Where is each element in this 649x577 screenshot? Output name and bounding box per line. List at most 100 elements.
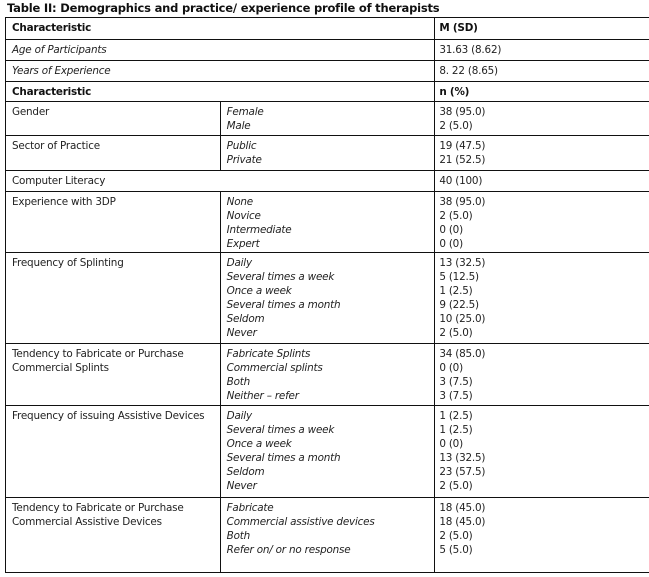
category-cell: Public Private bbox=[219, 135, 436, 171]
category-label: Female bbox=[226, 106, 264, 118]
value-label: 1 (2.5) bbox=[439, 410, 473, 422]
group-label: Frequency of Splinting bbox=[5, 252, 221, 344]
table-row-group: Experience with 3DP None Novice Intermediat… bbox=[5, 191, 649, 253]
value-label: 2 (5.0) bbox=[439, 120, 473, 132]
group-label: Tendency to Fabricate or Purchase Commer… bbox=[5, 497, 221, 573]
header-row-count: Characteristic n (%) bbox=[4, 81, 649, 102]
group-label: Experience with 3DP bbox=[5, 191, 221, 253]
value-cell: 13 (32.5) 5 (12.5) 1 (2.5) 9 (22.5) 10 (25.0… bbox=[434, 252, 649, 344]
table-row-experience-years: Years of Experience 8. 22 (8.65) bbox=[4, 60, 649, 82]
category-label: Fabricate bbox=[226, 502, 274, 514]
category-label: Male bbox=[226, 120, 251, 132]
value-label: 40 (100) bbox=[439, 175, 483, 187]
category-label: Refer on/ or no response bbox=[226, 544, 351, 556]
value-label: 2 (5.0) bbox=[439, 210, 473, 222]
value-cell: 1 (2.5) 1 (2.5) 0 (0) 13 (32.5) 23 (57.5) 2 (… bbox=[434, 405, 649, 498]
category-label: Daily bbox=[226, 410, 252, 422]
value-label: 2 (5.0) bbox=[439, 480, 473, 492]
category-label: Several times a week bbox=[226, 424, 335, 436]
value-label: 9 (22.5) bbox=[439, 299, 479, 311]
group-label: Sector of Practice bbox=[5, 135, 221, 171]
category-label: Daily bbox=[226, 257, 252, 269]
category-label: Never bbox=[226, 327, 257, 339]
category-label: Commercial assistive devices bbox=[226, 516, 375, 528]
group-label: Frequency of issuing Assistive Devices bbox=[5, 405, 221, 498]
value-label: 18 (45.0) bbox=[439, 516, 486, 528]
value-label: 0 (0) bbox=[439, 238, 463, 250]
value-label: 10 (25.0) bbox=[439, 313, 486, 325]
table-row-group: Sector of Practice Public Private 19 (47.5)… bbox=[5, 135, 649, 171]
table-row-group: Tendency to Fabricate or Purchase Commer… bbox=[5, 497, 649, 573]
value-label: 38 (95.0) bbox=[439, 106, 486, 118]
value-label: 2 (5.0) bbox=[439, 327, 473, 339]
value-cell: 38 (95.0) 2 (5.0) bbox=[434, 101, 649, 136]
value-label: 3 (7.5) bbox=[439, 390, 473, 402]
category-label: Once a week bbox=[226, 285, 292, 297]
category-label: Seldom bbox=[226, 466, 265, 478]
value-label: 0 (0) bbox=[439, 362, 463, 374]
header-n-percent: n (%) bbox=[434, 81, 649, 102]
value-label: 2 (5.0) bbox=[439, 530, 473, 542]
value-label: 1 (2.5) bbox=[439, 285, 473, 297]
category-label: Novice bbox=[226, 210, 261, 222]
category-label: Several times a month bbox=[226, 452, 341, 464]
category-label: Neither – refer bbox=[226, 390, 299, 402]
category-label: Commercial splints bbox=[226, 362, 323, 374]
value-label: 1 (2.5) bbox=[439, 424, 473, 436]
category-cell: None Novice Intermediate Expert bbox=[219, 191, 436, 253]
value-label: 18 (45.0) bbox=[439, 502, 486, 514]
category-label: Fabricate Splints bbox=[226, 348, 311, 360]
row-value: 31.63 (8.62) bbox=[434, 39, 649, 61]
group-label: Computer Literacy bbox=[4, 170, 436, 192]
category-cell: Female Male bbox=[219, 101, 436, 136]
value-cell: 19 (47.5) 21 (52.5) bbox=[434, 135, 649, 171]
category-label: None bbox=[226, 196, 254, 208]
table-row-group: Frequency of Splinting Daily Several times… bbox=[5, 252, 649, 344]
header-row-mean: Characteristic M (SD) bbox=[4, 17, 649, 40]
category-cell: Fabricate Splints Commercial splints Both N… bbox=[219, 343, 436, 406]
category-label: Expert bbox=[226, 238, 260, 250]
table-row-group: Frequency of issuing Assistive Devices Da… bbox=[5, 405, 649, 498]
value-label: 21 (52.5) bbox=[439, 154, 486, 166]
category-label: Intermediate bbox=[226, 224, 292, 236]
category-label: Once a week bbox=[226, 438, 292, 450]
category-label: Several times a week bbox=[226, 271, 335, 283]
value-label: 0 (0) bbox=[439, 438, 463, 450]
value-cell: 34 (85.0) 0 (0) 3 (7.5) 3 (7.5) bbox=[434, 343, 649, 406]
header-msd: M (SD) bbox=[434, 17, 649, 40]
row-label: Age of Participants bbox=[4, 39, 436, 61]
category-cell: Fabricate Commercial assistive devices Bot… bbox=[219, 497, 436, 573]
value-label: 3 (7.5) bbox=[439, 376, 473, 388]
value-cell: 40 (100) bbox=[434, 170, 649, 192]
header-characteristic: Characteristic bbox=[4, 17, 436, 40]
table-row-age: Age of Participants 31.63 (8.62) bbox=[4, 39, 649, 61]
value-label: 38 (95.0) bbox=[439, 196, 486, 208]
value-label: 0 (0) bbox=[439, 224, 463, 236]
value-label: 13 (32.5) bbox=[439, 452, 486, 464]
table-row-group: Computer Literacy 40 (100) bbox=[4, 170, 649, 192]
row-label: Years of Experience bbox=[4, 60, 436, 82]
value-label: 5 (5.0) bbox=[439, 544, 473, 556]
category-label: Public bbox=[226, 140, 257, 152]
group-label: Tendency to Fabricate or Purchase Commer… bbox=[5, 343, 221, 406]
category-label: Both bbox=[226, 376, 251, 388]
value-label: 19 (47.5) bbox=[439, 140, 486, 152]
category-label: Never bbox=[226, 480, 257, 492]
value-label: 23 (57.5) bbox=[439, 466, 486, 478]
category-cell: Daily Several times a week Once a week Seve… bbox=[219, 405, 436, 498]
row-value: 8. 22 (8.65) bbox=[434, 60, 649, 82]
table-row-group: Tendency to Fabricate or Purchase Commer… bbox=[5, 343, 649, 406]
demographics-table: Characteristic M (SD) Age of Participant… bbox=[4, 17, 649, 573]
value-cell: 38 (95.0) 2 (5.0) 0 (0) 0 (0) bbox=[434, 191, 649, 253]
table-title: Table II: Demographics and practice/ exp… bbox=[7, 1, 440, 15]
table-row-group: Gender Female Male 38 (95.0) 2 (5.0) bbox=[5, 101, 649, 136]
value-label: 34 (85.0) bbox=[439, 348, 486, 360]
category-label: Several times a month bbox=[226, 299, 341, 311]
value-label: 13 (32.5) bbox=[439, 257, 486, 269]
category-label: Both bbox=[226, 530, 251, 542]
header-characteristic: Characteristic bbox=[4, 81, 436, 102]
value-cell: 18 (45.0) 18 (45.0) 2 (5.0) 5 (5.0) bbox=[434, 497, 649, 573]
value-label: 5 (12.5) bbox=[439, 271, 479, 283]
group-label: Gender bbox=[5, 101, 221, 136]
category-label: Private bbox=[226, 154, 262, 166]
